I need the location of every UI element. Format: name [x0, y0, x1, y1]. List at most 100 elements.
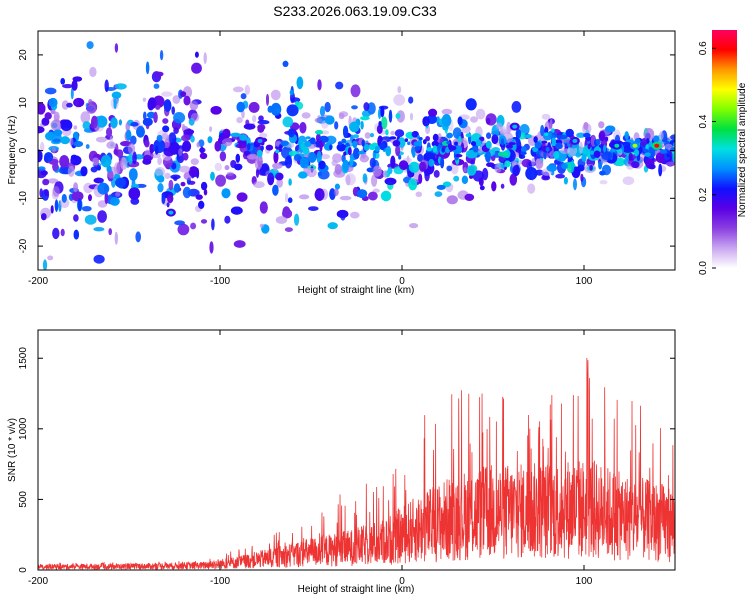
spectrogram-hotspot	[168, 210, 174, 215]
snr-x-tick-label: 0	[399, 576, 405, 587]
spectrogram-cell	[142, 118, 153, 126]
spectrogram-cell	[470, 116, 478, 123]
spectrogram-cell	[643, 128, 655, 141]
spectrogram-cell	[368, 191, 378, 201]
spectrogram-cell	[353, 147, 360, 160]
spectrogram-bright-cell	[337, 141, 343, 146]
spectrogram-cell	[486, 132, 492, 139]
spectrogram-bright-cell	[458, 136, 462, 143]
spectrogram-cell	[125, 121, 130, 132]
spectrogram-cell	[60, 228, 65, 237]
spectrogram-cell	[408, 96, 414, 104]
spectrogram-bright-cell	[275, 149, 280, 154]
spectrogram-cell	[282, 116, 294, 128]
spectrogram-cell	[38, 102, 46, 115]
spectrogram-cell	[50, 119, 63, 131]
spectrogram-cell	[114, 83, 127, 90]
spectrogram-cell	[51, 146, 56, 154]
spectrogram-cell	[408, 178, 418, 191]
spectrogram-cell	[495, 122, 503, 130]
spectrogram-cell	[314, 117, 322, 123]
snr-x-label: Height of straight line (km)	[298, 584, 415, 595]
spectrogram-cell	[161, 91, 173, 97]
spectrogram-bright-cell	[247, 142, 251, 151]
spectrogram-cell	[69, 138, 74, 146]
spectrogram-cell	[130, 135, 137, 145]
spectrogram-cell	[93, 177, 104, 184]
spectrogram-cell	[605, 125, 616, 133]
spectrogram-cell	[349, 121, 360, 133]
spectrogram-bright-cell	[616, 149, 623, 154]
figure-title: S233.2026.063.19.09.C33	[273, 3, 437, 19]
spectrogram-cell	[150, 152, 161, 159]
spectrogram-cell	[408, 161, 420, 173]
spectrogram-cell	[633, 149, 640, 157]
spectrogram-cell	[395, 113, 401, 119]
spectrogram-cell	[214, 162, 222, 172]
spectrogram-cell	[108, 228, 112, 236]
spectrogram-cell	[475, 108, 486, 120]
spectrogram-cell	[73, 97, 85, 108]
spectrogram-cell	[210, 106, 222, 115]
spectrogram-cell	[155, 105, 161, 110]
spectrogram-cell	[553, 150, 560, 160]
spectrogram-cell	[93, 227, 105, 232]
spectrogram-cell	[376, 124, 383, 134]
spectrogram-bright-cell	[414, 145, 421, 151]
spectrogram-cell	[182, 186, 192, 199]
spectrogram-y-label: Frequency (Hz)	[7, 116, 18, 185]
spectrogram-bright-cell	[485, 140, 492, 149]
spectrogram-cell	[384, 177, 397, 186]
spectrogram-cell	[425, 136, 430, 142]
spectrogram-cell	[672, 153, 675, 163]
spectrogram-cell	[189, 100, 199, 111]
spectrogram-cell	[289, 89, 294, 96]
spectrogram-cell	[200, 219, 208, 224]
spectrogram-cell	[91, 115, 98, 129]
spectrogram-cell	[409, 112, 414, 121]
spectrogram-cell	[556, 134, 568, 140]
spectrogram-cell	[230, 132, 242, 138]
spectrogram-cell	[561, 163, 568, 170]
spectrogram-cell	[106, 141, 117, 149]
spectrogram-cell	[284, 227, 293, 233]
spectrogram-cell	[411, 131, 419, 138]
spectrogram-bright-cell	[593, 150, 601, 158]
spectrogram-cell	[104, 192, 109, 205]
spectrogram-cell	[324, 115, 335, 125]
spectrogram-cell	[659, 131, 664, 141]
spectrogram-cell	[230, 206, 243, 215]
spectrogram-cell	[232, 86, 244, 93]
spectrogram-cell	[441, 108, 453, 115]
spectrogram-hotspot	[632, 143, 638, 148]
spectrogram-cell	[157, 175, 165, 183]
spectrogram-cell	[276, 178, 284, 188]
spectrogram-cell	[338, 113, 345, 120]
spectrogram-cell	[183, 129, 195, 135]
spectrogram-cell	[60, 78, 65, 85]
spectrogram-cell	[631, 161, 640, 169]
spectrogram-cell	[485, 150, 491, 163]
spectrogram-y-tick-label: 10	[18, 97, 29, 109]
spectrogram-cell	[82, 121, 91, 130]
spectrogram-cell	[298, 171, 308, 179]
spectrogram-cell	[252, 115, 257, 123]
spectrogram-cell	[259, 201, 268, 214]
spectrogram-bright-cell	[374, 145, 380, 152]
spectrogram-bright-cell	[604, 136, 609, 142]
spectrogram-cell	[156, 134, 163, 142]
spectrogram-cell	[71, 79, 78, 91]
spectrogram-cell	[182, 140, 192, 152]
spectrogram-cell	[115, 191, 121, 197]
spectrogram-cell	[96, 165, 102, 171]
spectrogram-bright-cell	[508, 142, 516, 146]
spectrogram-cell	[388, 109, 393, 123]
spectrogram-cell	[296, 76, 304, 90]
spectrogram-cell	[40, 170, 48, 176]
spectrogram-cell	[201, 181, 208, 191]
spectrogram-bright-cell	[265, 144, 274, 151]
spectrogram-cell	[334, 164, 342, 175]
spectrogram-cell	[80, 111, 91, 124]
spectrogram-cell	[179, 165, 191, 173]
spectrogram-cell	[491, 134, 499, 145]
